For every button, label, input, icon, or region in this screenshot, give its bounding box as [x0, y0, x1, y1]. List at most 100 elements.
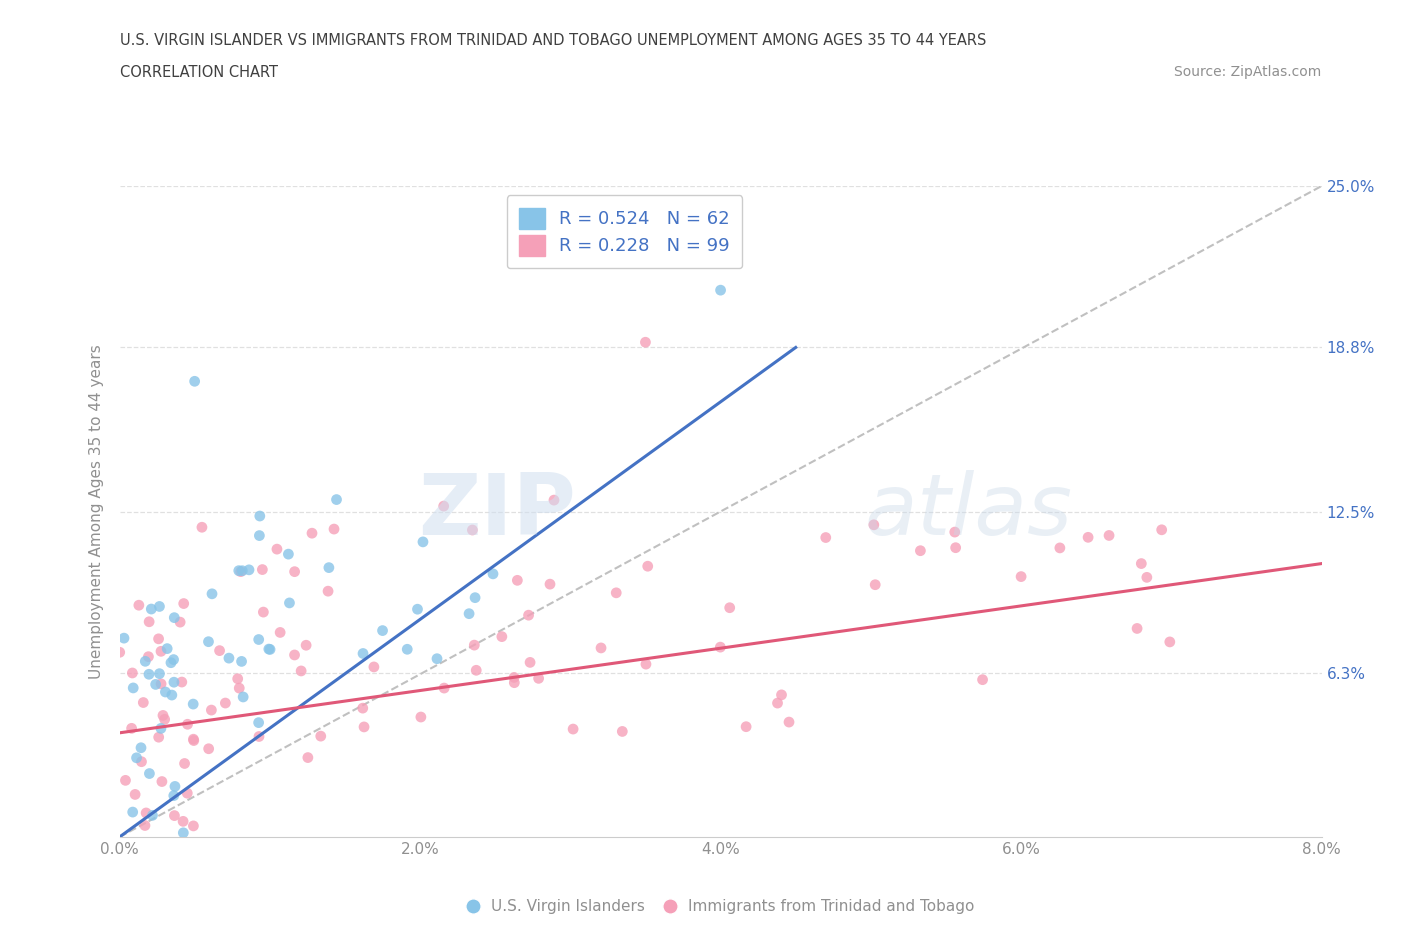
Point: [491, 630, 513, 644]
Point: [543, 493, 565, 508]
Point: [1150, 523, 1173, 538]
Point: [538, 577, 561, 591]
Point: [141, 808, 163, 823]
Text: Source: ZipAtlas.com: Source: ZipAtlas.com: [1174, 65, 1322, 79]
Point: [208, 644, 231, 658]
Point: [1126, 621, 1149, 636]
Point: [124, 787, 146, 802]
Point: [353, 720, 375, 735]
Point: [134, 818, 156, 833]
Legend: U.S. Virgin Islanders, Immigrants from Trinidad and Tobago: U.S. Virgin Islanders, Immigrants from T…: [461, 894, 980, 921]
Point: [316, 584, 339, 599]
Point: [409, 710, 432, 724]
Point: [138, 649, 160, 664]
Point: [634, 335, 657, 350]
Point: [183, 374, 205, 389]
Point: [735, 719, 758, 734]
Point: [1159, 634, 1181, 649]
Point: [231, 654, 253, 669]
Point: [519, 655, 541, 670]
Point: [426, 651, 449, 666]
Point: [134, 654, 156, 669]
Point: [247, 729, 270, 744]
Point: [173, 756, 195, 771]
Point: [465, 663, 488, 678]
Point: [972, 672, 994, 687]
Point: [277, 547, 299, 562]
Point: [506, 573, 529, 588]
Point: [458, 606, 481, 621]
Point: [114, 773, 136, 788]
Point: [122, 681, 145, 696]
Point: [172, 814, 194, 829]
Point: [163, 779, 186, 794]
Point: [162, 652, 184, 667]
Point: [228, 564, 250, 578]
Point: [709, 283, 731, 298]
Point: [201, 587, 224, 602]
Point: [352, 700, 374, 715]
Point: [461, 523, 484, 538]
Point: [249, 509, 271, 524]
Point: [295, 638, 318, 653]
Point: [945, 540, 967, 555]
Point: [363, 659, 385, 674]
Point: [121, 804, 143, 819]
Point: [156, 641, 179, 656]
Point: [197, 634, 219, 649]
Point: [191, 520, 214, 535]
Point: [297, 751, 319, 765]
Point: [309, 729, 332, 744]
Point: [138, 615, 160, 630]
Point: [463, 638, 485, 653]
Point: [214, 696, 236, 711]
Point: [503, 670, 526, 684]
Point: [218, 651, 240, 666]
Point: [257, 642, 280, 657]
Point: [148, 730, 170, 745]
Point: [121, 721, 143, 736]
Point: [527, 671, 550, 685]
Point: [562, 722, 585, 737]
Point: [148, 666, 170, 681]
Point: [112, 631, 135, 645]
Point: [1130, 556, 1153, 571]
Point: [1136, 570, 1159, 585]
Point: [131, 754, 153, 769]
Point: [152, 708, 174, 723]
Point: [778, 714, 800, 729]
Point: [766, 696, 789, 711]
Point: [132, 695, 155, 710]
Point: [1010, 569, 1032, 584]
Point: [290, 663, 312, 678]
Y-axis label: Unemployment Among Ages 35 to 44 years: Unemployment Among Ages 35 to 44 years: [89, 344, 104, 679]
Point: [226, 671, 249, 686]
Point: [325, 492, 347, 507]
Point: [252, 562, 274, 577]
Point: [482, 566, 505, 581]
Point: [200, 703, 222, 718]
Point: [163, 808, 186, 823]
Point: [229, 565, 252, 579]
Point: [238, 563, 260, 578]
Point: [231, 564, 253, 578]
Point: [232, 689, 254, 704]
Point: [160, 656, 183, 671]
Point: [612, 724, 634, 739]
Text: CORRELATION CHART: CORRELATION CHART: [120, 65, 277, 80]
Point: [183, 732, 205, 747]
Point: [634, 657, 657, 671]
Point: [155, 684, 177, 699]
Text: U.S. VIRGIN ISLANDER VS IMMIGRANTS FROM TRINIDAD AND TOBAGO UNEMPLOYMENT AMONG A: U.S. VIRGIN ISLANDER VS IMMIGRANTS FROM …: [120, 33, 986, 47]
Point: [433, 498, 456, 513]
Point: [172, 825, 194, 840]
Point: [169, 615, 191, 630]
Point: [252, 604, 274, 619]
Point: [160, 687, 183, 702]
Point: [266, 541, 288, 556]
Point: [138, 766, 160, 781]
Point: [176, 717, 198, 732]
Point: [121, 666, 143, 681]
Text: ZIP: ZIP: [419, 470, 576, 553]
Point: [125, 751, 148, 765]
